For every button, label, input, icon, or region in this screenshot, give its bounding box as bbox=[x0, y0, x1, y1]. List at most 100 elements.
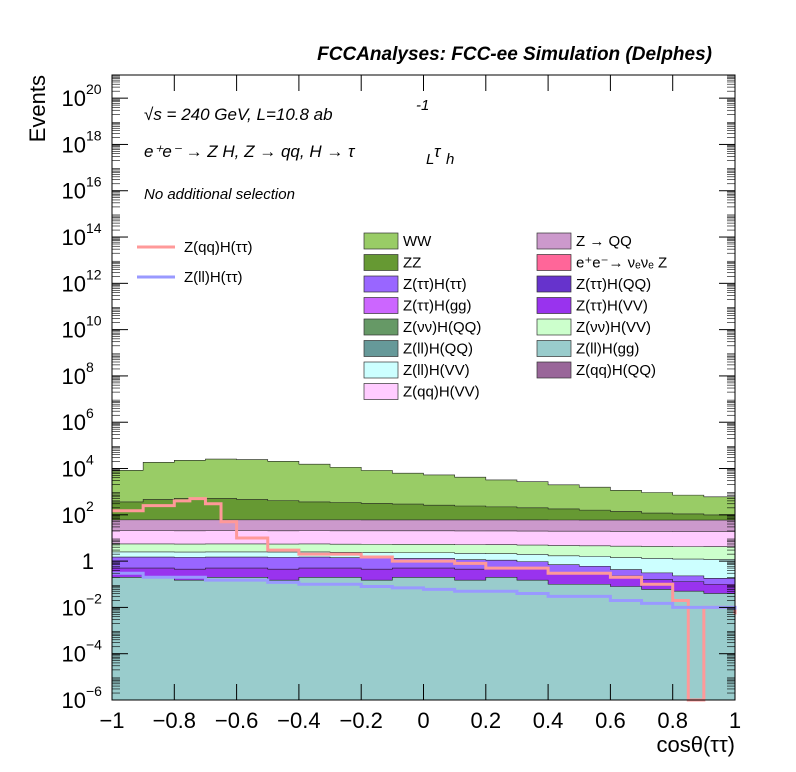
legend-swatch bbox=[363, 297, 399, 314]
y-tick-label: 10 8 bbox=[62, 359, 94, 389]
legend-label: Z(ττ)H(QQ) bbox=[576, 276, 651, 293]
y-tick-label: 10 −6 bbox=[62, 683, 103, 713]
y-tick-exp: 20 bbox=[86, 81, 102, 97]
y-tick-base: 10 bbox=[62, 642, 86, 667]
legend-swatch bbox=[536, 297, 572, 314]
y-tick-base: 10 bbox=[62, 179, 86, 204]
legend-swatch bbox=[536, 361, 572, 379]
y-tick-base: 10 bbox=[62, 225, 86, 250]
legend-label: Z(qq)H(ττ) bbox=[184, 239, 253, 256]
y-tick-label: 10 16 bbox=[62, 174, 102, 204]
y-tick-exp: 6 bbox=[86, 405, 94, 421]
x-tick-labels: −1 −0.8 −0.6 −0.4 −0.2 0 0.2 0.4 0.6 0.8 1 bbox=[99, 708, 741, 733]
y-tick-exp: 12 bbox=[86, 266, 102, 282]
y-tick-exp: 16 bbox=[86, 174, 102, 190]
y-tick-label: 10 10 bbox=[62, 313, 102, 343]
y-tick-base: 10 bbox=[62, 271, 86, 296]
legend-swatch bbox=[363, 318, 399, 336]
y-tick-label: 10 −4 bbox=[62, 637, 103, 667]
legend-label: Z → QQ bbox=[576, 233, 632, 250]
y-tick-label: 10 12 bbox=[62, 266, 102, 296]
y-tick-label: 10 4 bbox=[62, 452, 94, 482]
y-tick-exp: 18 bbox=[86, 127, 102, 143]
legend-label: Z(qq)H(VV) bbox=[403, 384, 480, 401]
y-axis-title: Events bbox=[25, 75, 50, 142]
x-axis-title: cosθ(ττ) bbox=[656, 732, 735, 757]
x-tick-label: −0.8 bbox=[153, 708, 196, 733]
annotation-process-tau2: τ bbox=[434, 142, 442, 161]
y-tick-exp: 4 bbox=[86, 452, 94, 468]
annotation-process-sub1: L bbox=[426, 151, 434, 168]
legend-swatch bbox=[536, 232, 572, 250]
y-tick-base: 10 bbox=[62, 132, 86, 157]
legend-swatch bbox=[363, 340, 399, 357]
legend-swatch bbox=[536, 254, 572, 271]
legend-label: Z(ll)H(gg) bbox=[576, 341, 639, 358]
legend-label: WW bbox=[403, 233, 432, 250]
signal-line-Z(ll)H(ττ) bbox=[112, 571, 737, 610]
y-tick-label: 10 6 bbox=[62, 405, 94, 435]
x-tick-label: −0.4 bbox=[277, 708, 320, 733]
y-tick-base: 10 bbox=[62, 364, 86, 389]
legend-label: Z(ττ)H(gg) bbox=[403, 298, 472, 315]
y-tick-label: 10 2 bbox=[62, 498, 94, 528]
legend-swatch bbox=[363, 275, 399, 293]
y-tick-exp: 10 bbox=[86, 313, 102, 329]
legend-swatch bbox=[363, 383, 399, 400]
y-tick-base: 10 bbox=[62, 595, 86, 620]
legend-label: Z(νν)H(QQ) bbox=[403, 319, 481, 336]
y-tick-base: 10 bbox=[62, 318, 86, 343]
y-tick-label: 10 20 bbox=[62, 81, 102, 111]
legend-label: ZZ bbox=[403, 255, 421, 272]
y-tick-exp: −6 bbox=[86, 683, 102, 699]
signal-line-Z(qq)H(ττ) bbox=[112, 497, 737, 702]
legend-label: Z(ll)H(QQ) bbox=[403, 341, 473, 358]
x-tick-label: 0.6 bbox=[595, 708, 626, 733]
y-tick-exp: 8 bbox=[86, 359, 94, 375]
legend-swatch bbox=[536, 318, 572, 336]
line-layer bbox=[112, 497, 737, 702]
x-tick-label: 0 bbox=[417, 708, 429, 733]
annotation-process-text: e⁺e⁻ → Z H, Z → qq, H → τ bbox=[144, 142, 356, 161]
legend-swatch bbox=[536, 340, 572, 357]
x-tick-label: 0.8 bbox=[657, 708, 688, 733]
legend: Z(qq)H(ττ) Z(ll)H(ττ) WW ZZ Z(ττ)H(ττ) Z(ττ)H… bbox=[137, 232, 667, 401]
annotation-energy: √s = 240 GeV, L=10.8 ab -1 bbox=[144, 97, 429, 124]
x-tick-label: −0.2 bbox=[339, 708, 382, 733]
legend-swatch bbox=[363, 254, 399, 271]
y-tick-base: 10 bbox=[62, 86, 86, 111]
y-tick-exp: −4 bbox=[86, 637, 102, 653]
y-tick-exp: 14 bbox=[86, 220, 102, 236]
annotation-energy-text: √s = 240 GeV, L=10.8 ab bbox=[144, 105, 333, 124]
legend-swatch bbox=[363, 232, 399, 250]
annotation-selection: No additional selection bbox=[144, 186, 295, 203]
legend-swatch bbox=[536, 275, 572, 293]
legend-swatch bbox=[363, 361, 399, 379]
y-tick-label: 1 bbox=[82, 549, 94, 574]
chart-title: FCCAnalyses: FCC-ee Simulation (Delphes) bbox=[317, 44, 712, 65]
y-tick-base: 1 bbox=[82, 549, 94, 574]
x-tick-label: 0.2 bbox=[471, 708, 502, 733]
x-tick-label: −1 bbox=[99, 708, 124, 733]
legend-label: e⁺e⁻→ νₑνₑ Z bbox=[576, 255, 667, 272]
stack-area-Z(ll)H(gg) bbox=[111, 576, 736, 701]
legend-label: Z(ττ)H(VV) bbox=[576, 298, 648, 315]
legend-label: Z(ll)H(VV) bbox=[403, 362, 470, 379]
y-tick-base: 10 bbox=[62, 410, 86, 435]
y-tick-label: 10 14 bbox=[62, 220, 102, 250]
y-tick-label: 10 18 bbox=[62, 127, 102, 157]
axes bbox=[111, 74, 736, 701]
y-tick-exp: 2 bbox=[86, 498, 94, 514]
x-tick-label: 0.4 bbox=[533, 708, 564, 733]
y-tick-label: 10 −2 bbox=[62, 590, 103, 620]
annotation-process: e⁺e⁻ → Z H, Z → qq, H → τ L τ h bbox=[144, 142, 454, 168]
y-tick-exp: −2 bbox=[86, 590, 102, 606]
y-tick-base: 10 bbox=[62, 688, 86, 713]
y-tick-base: 10 bbox=[62, 457, 86, 482]
annotation-process-sub2: h bbox=[446, 151, 454, 168]
y-tick-base: 10 bbox=[62, 503, 86, 528]
legend-label: Z(νν)H(VV) bbox=[576, 319, 651, 336]
x-tick-label: 1 bbox=[729, 708, 741, 733]
